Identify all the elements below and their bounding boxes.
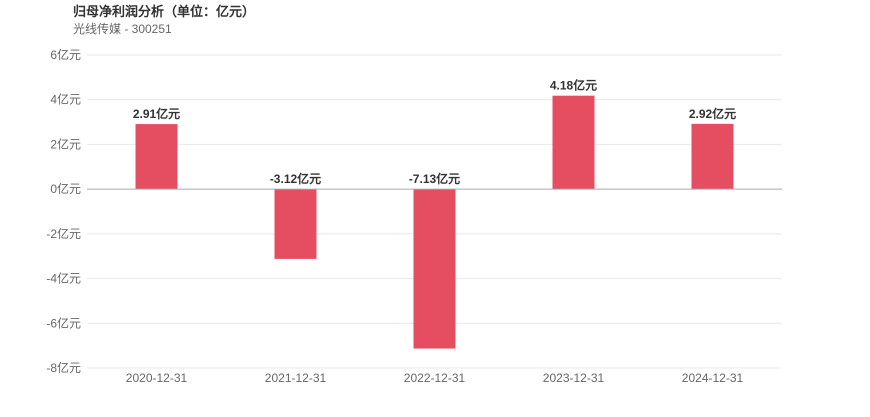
x-tick-label: 2023-12-31	[543, 371, 605, 385]
data-label: 4.18亿元	[550, 78, 597, 93]
y-tick-label: 4亿元	[50, 92, 81, 107]
data-label: 2.91亿元	[133, 106, 180, 121]
bars	[135, 95, 734, 349]
bar-2021-12-31[interactable]	[274, 189, 317, 259]
y-tick-label: 6亿元	[50, 47, 81, 62]
bar-2022-12-31[interactable]	[413, 189, 456, 349]
bar-2023-12-31[interactable]	[552, 95, 595, 190]
data-label: 2.92亿元	[689, 106, 736, 121]
x-axis-ticks: 2020-12-31 2021-12-31 2022-12-31 2023-12-31…	[126, 371, 744, 385]
bar-2024-12-31[interactable]	[691, 123, 734, 190]
x-tick-label: 2022-12-31	[404, 371, 466, 385]
y-tick-label: -2亿元	[46, 226, 81, 241]
data-label: -7.13亿元	[409, 171, 460, 186]
x-tick-label: 2020-12-31	[126, 371, 188, 385]
y-tick-label: -4亿元	[46, 271, 81, 286]
x-tick-label: 2021-12-31	[265, 371, 327, 385]
chart-title: 归母净利润分析（单位：亿元）	[73, 4, 256, 19]
chart-subtitle: 光线传媒 - 300251	[73, 22, 172, 36]
x-tick-label: 2024-12-31	[682, 371, 744, 385]
y-tick-label: -8亿元	[46, 360, 81, 375]
y-axis-ticks: 6亿元 4亿元 2亿元 0亿元 -2亿元 -4亿元 -6亿元 -8亿元	[46, 47, 81, 375]
data-labels: 2.91亿元 -3.12亿元 -7.13亿元 4.18亿元 2.92亿元	[133, 78, 736, 186]
bar-2020-12-31[interactable]	[135, 124, 178, 190]
data-label: -3.12亿元	[270, 171, 321, 186]
y-tick-label: 2亿元	[50, 136, 81, 151]
y-tick-label: -6亿元	[46, 315, 81, 330]
y-tick-label: 0亿元	[50, 181, 81, 196]
